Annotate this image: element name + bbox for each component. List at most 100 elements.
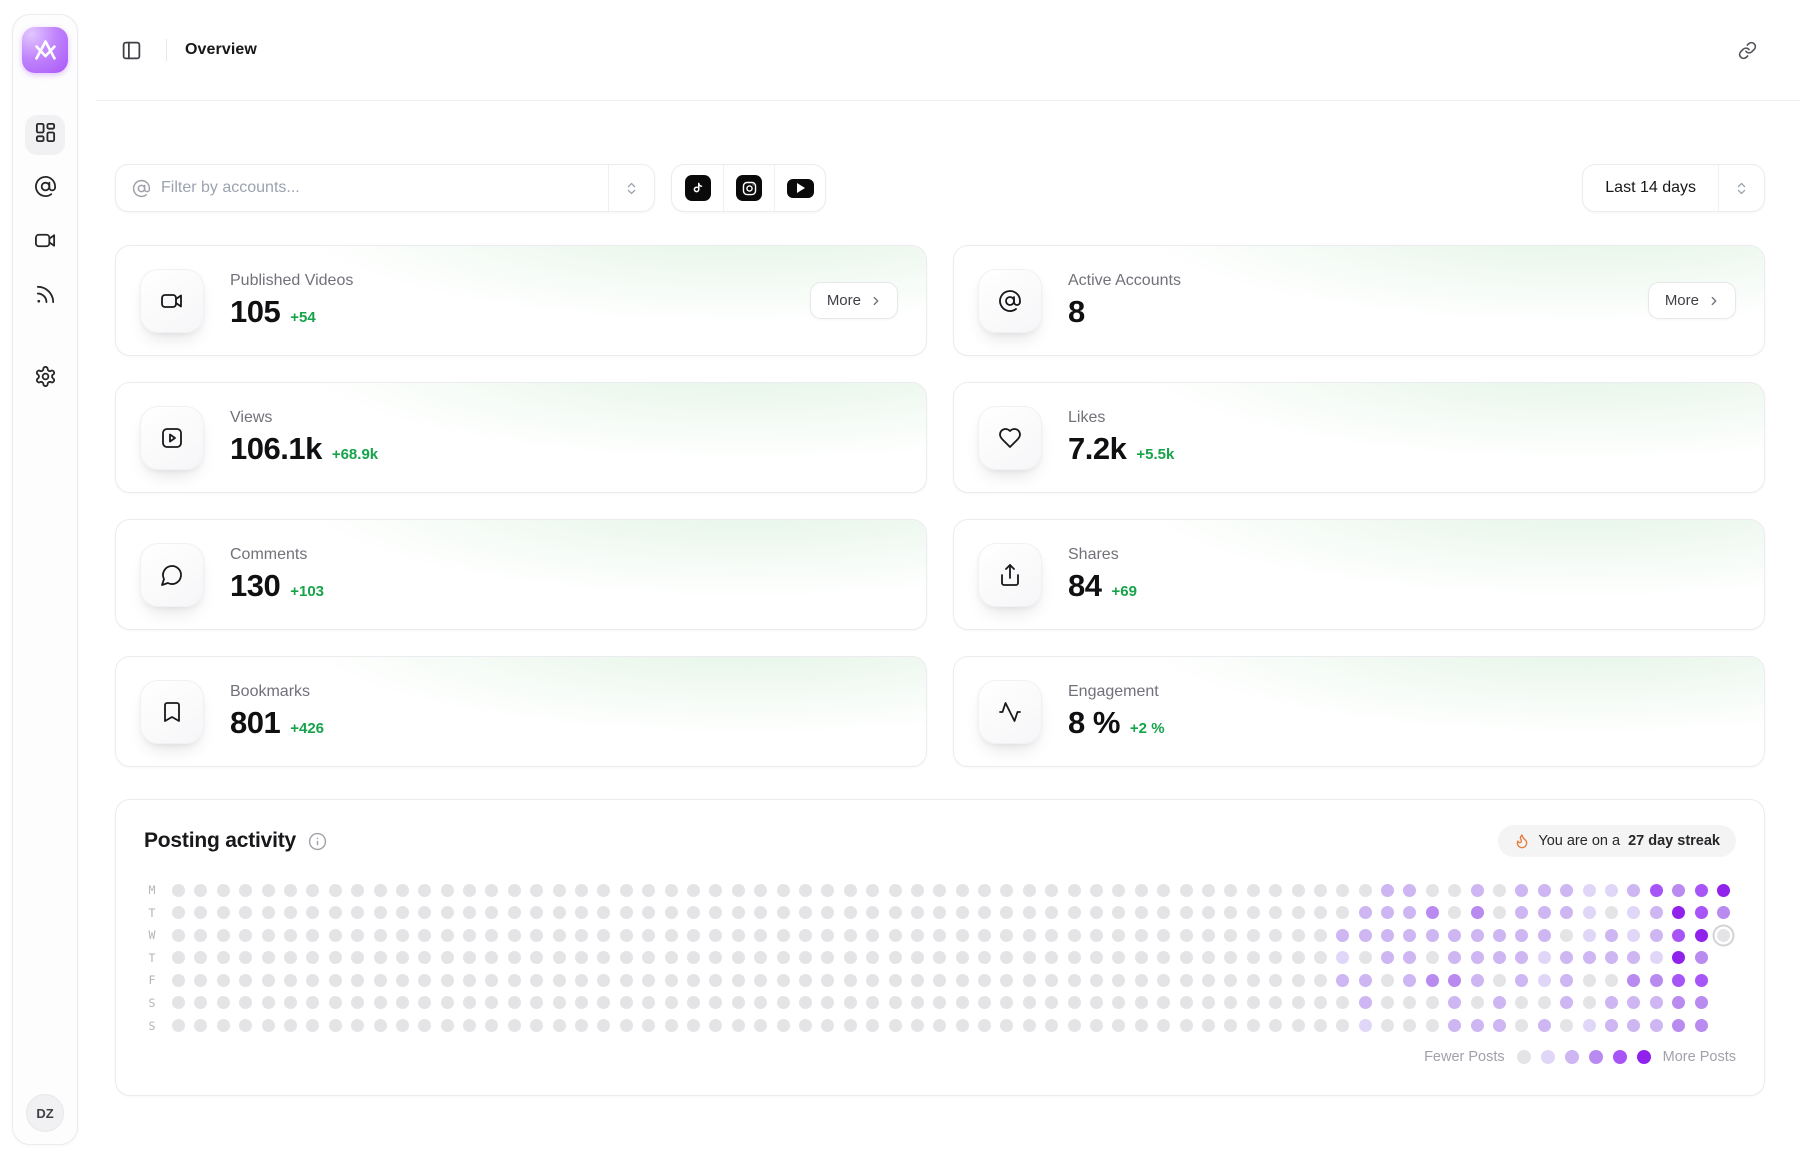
activity-dot bbox=[1694, 906, 1708, 920]
activity-dot bbox=[1291, 906, 1305, 920]
activity-dot bbox=[261, 951, 275, 965]
account-filter-combobox[interactable] bbox=[115, 164, 655, 212]
activity-dot bbox=[1470, 883, 1484, 897]
stat-label: Shares bbox=[1068, 545, 1119, 563]
activity-dot bbox=[1358, 906, 1372, 920]
activity-dot bbox=[395, 1019, 409, 1033]
stat-delta: +54 bbox=[290, 308, 316, 326]
activity-dot bbox=[507, 951, 521, 965]
activity-dot bbox=[1134, 951, 1148, 965]
activity-dot bbox=[1090, 996, 1104, 1010]
platform-filter-group bbox=[671, 164, 826, 212]
stat-delta: +68.9k bbox=[331, 445, 379, 463]
activity-dot bbox=[1381, 996, 1395, 1010]
activity-dot bbox=[1358, 883, 1372, 897]
account-filter-input[interactable] bbox=[161, 179, 608, 197]
activity-dot bbox=[664, 906, 678, 920]
stat-icon bbox=[978, 268, 1042, 333]
activity-dot bbox=[306, 906, 320, 920]
more-button[interactable]: More bbox=[809, 282, 898, 319]
date-range-select[interactable]: Last 14 days bbox=[1582, 164, 1765, 212]
activity-dot bbox=[463, 928, 477, 942]
activity-dot bbox=[1269, 1019, 1283, 1033]
activity-dot bbox=[530, 906, 544, 920]
activity-dot bbox=[1537, 951, 1551, 965]
activity-dot bbox=[776, 883, 790, 897]
activity-dot bbox=[910, 906, 924, 920]
sidebar-item-videos[interactable] bbox=[25, 223, 65, 263]
stat-card: Shares 84 +69 bbox=[953, 519, 1765, 630]
tiktok-filter-button[interactable] bbox=[672, 165, 723, 211]
stat-card: Likes 7.2k +5.5k bbox=[953, 382, 1765, 493]
activity-dot bbox=[1470, 1019, 1484, 1033]
activity-dot bbox=[686, 951, 700, 965]
activity-dot bbox=[575, 883, 589, 897]
activity-dot bbox=[1000, 906, 1014, 920]
day-label: T bbox=[148, 905, 156, 920]
activity-dot bbox=[1537, 883, 1551, 897]
youtube-filter-button[interactable] bbox=[774, 165, 825, 211]
activity-dot bbox=[194, 973, 208, 987]
streak-text: You are on a bbox=[1538, 833, 1621, 849]
activity-dot bbox=[754, 973, 768, 987]
sidebar-toggle-button[interactable] bbox=[114, 33, 148, 67]
sidebar-item-feed[interactable] bbox=[25, 277, 65, 317]
activity-dot bbox=[1672, 883, 1686, 897]
activity-dot bbox=[1045, 1019, 1059, 1033]
activity-dot bbox=[172, 996, 185, 1010]
chevrons-up-down-icon[interactable] bbox=[608, 165, 654, 211]
activity-dot bbox=[1157, 996, 1171, 1010]
activity-dot bbox=[485, 951, 499, 965]
activity-dot bbox=[664, 928, 678, 942]
activity-dot bbox=[373, 1019, 387, 1033]
activity-dot bbox=[1201, 951, 1215, 965]
activity-dot bbox=[530, 996, 544, 1010]
activity-dot bbox=[1022, 1019, 1036, 1033]
activity-dot bbox=[866, 928, 880, 942]
info-icon[interactable] bbox=[308, 832, 327, 851]
activity-dot bbox=[463, 973, 477, 987]
sidebar-item-dashboard[interactable] bbox=[25, 115, 65, 155]
activity-dot bbox=[1313, 996, 1327, 1010]
activity-dot bbox=[1067, 883, 1081, 897]
activity-dot bbox=[1448, 973, 1462, 987]
activity-dot bbox=[216, 1019, 230, 1033]
activity-dot bbox=[1425, 951, 1439, 965]
activity-dot bbox=[328, 951, 342, 965]
activity-dot bbox=[194, 1019, 208, 1033]
activity-dot bbox=[888, 928, 902, 942]
stat-icon bbox=[140, 542, 204, 607]
activity-dot bbox=[172, 973, 185, 987]
sidebar-item-accounts[interactable] bbox=[25, 169, 65, 209]
activity-dot bbox=[798, 906, 812, 920]
stat-value: 801 bbox=[230, 704, 281, 740]
activity-dot bbox=[306, 973, 320, 987]
stat-value: 130 bbox=[230, 567, 281, 603]
activity-dot bbox=[373, 883, 387, 897]
bookmark-icon bbox=[164, 701, 180, 722]
heatmap-row: T bbox=[144, 906, 1736, 920]
activity-dot bbox=[1179, 951, 1193, 965]
more-button[interactable]: More bbox=[1647, 282, 1736, 319]
sidebar-item-settings[interactable] bbox=[25, 359, 65, 399]
activity-dot bbox=[866, 996, 880, 1010]
activity-dot bbox=[1560, 906, 1574, 920]
activity-dot bbox=[575, 996, 589, 1010]
activity-dot bbox=[686, 928, 700, 942]
activity-dot bbox=[910, 951, 924, 965]
activity-dot bbox=[731, 906, 745, 920]
share-link-button[interactable] bbox=[1730, 33, 1764, 67]
activity-dot bbox=[1605, 951, 1618, 965]
activity-dot bbox=[1716, 883, 1730, 897]
activity-dot bbox=[172, 883, 185, 897]
user-avatar[interactable]: DZ bbox=[26, 1094, 64, 1132]
activity-dot bbox=[1022, 928, 1036, 942]
activity-dot bbox=[1134, 928, 1148, 942]
activity-dot bbox=[798, 951, 812, 965]
activity-dot bbox=[239, 928, 253, 942]
activity-dot bbox=[1134, 883, 1148, 897]
activity-dot bbox=[507, 928, 521, 942]
instagram-filter-button[interactable] bbox=[723, 165, 774, 211]
app-logo[interactable] bbox=[22, 27, 68, 73]
activity-dot bbox=[731, 951, 745, 965]
